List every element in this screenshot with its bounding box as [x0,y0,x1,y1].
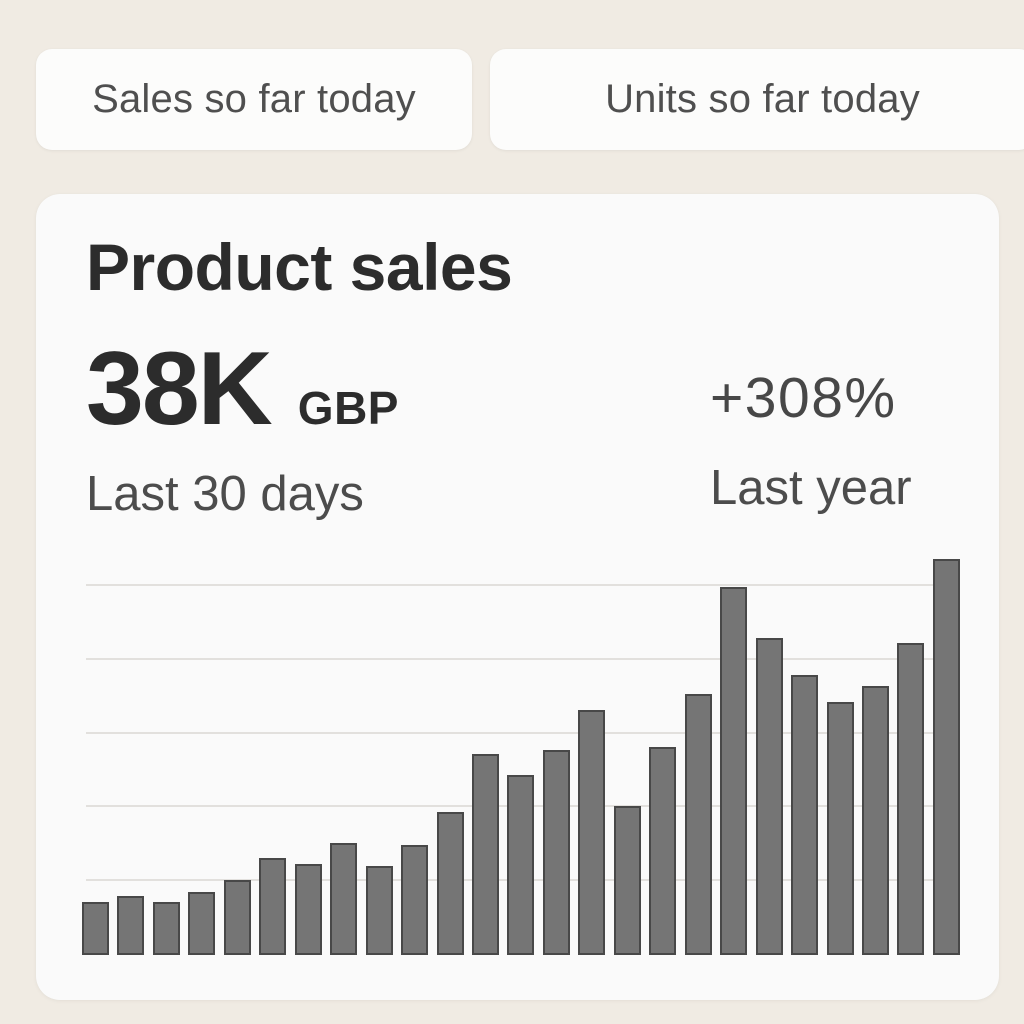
chart-bar [365,866,393,955]
sales-value: 38K [86,331,273,447]
tab-units-so-far-today[interactable]: Units so far today [490,49,1024,150]
sales-bar-chart [82,555,960,955]
chart-bar [330,842,358,955]
tab-units-label: Units so far today [605,77,920,121]
chart-bar [188,891,216,955]
chart-bar [755,638,783,955]
chart-bar [542,749,570,955]
chart-bar [82,901,109,955]
chart-gridline [86,657,960,660]
chart-bar [436,811,464,955]
chart-bar [897,642,925,955]
chart-bar [684,693,712,955]
chart-bar [720,586,748,955]
sales-currency: GBP [297,382,399,434]
chart-bar [401,845,429,955]
chart-gridline [86,584,960,586]
comparison-delta: +308% [710,366,897,430]
product-sales-card[interactable]: Product sales 38K GBP Last 30 days +308%… [36,194,999,1000]
tab-sales-label: Sales so far today [92,77,416,121]
chart-bar [117,895,145,955]
chart-bar [826,701,854,955]
chart-bar [791,675,819,955]
chart-bar [259,857,287,955]
card-title: Product sales [86,230,513,304]
chart-bar [649,746,677,955]
chart-bar [861,685,889,955]
chart-gridline [86,731,960,734]
chart-bar [613,805,641,955]
comparison-metric: +308% Last year [710,370,912,516]
chart-bar [578,709,606,955]
chart-bar [507,774,535,955]
chart-bar [471,753,499,955]
comparison-period-label: Last year [710,461,912,515]
chart-bar [223,879,251,955]
sales-period-label: Last 30 days [86,467,364,521]
chart-bar [152,901,180,955]
chart-bar [932,559,960,955]
tab-sales-so-far-today[interactable]: Sales so far today [36,49,472,150]
chart-bar [294,863,322,955]
sales-metric: 38K GBP [86,337,399,441]
